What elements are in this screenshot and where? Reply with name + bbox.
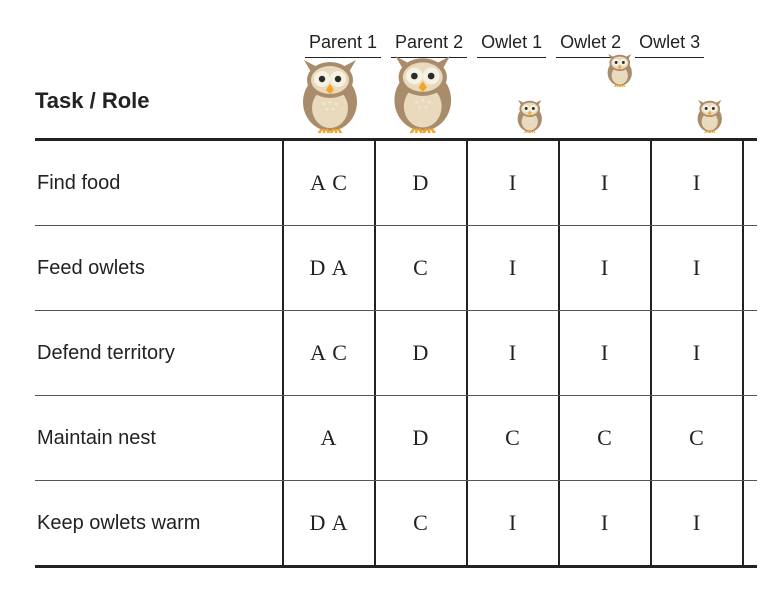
raci-cell: I	[650, 311, 744, 395]
raci-cell: D A	[282, 481, 374, 565]
raci-cell: I	[650, 481, 744, 565]
raci-cell: I	[558, 311, 650, 395]
parent2-owl-icon	[386, 54, 460, 138]
raci-cell: A C	[282, 141, 374, 225]
raci-cell: D	[374, 396, 466, 480]
table-row: Keep owlets warmD ACIII	[35, 481, 757, 565]
col-header-owlet1: Owlet 1	[477, 32, 546, 58]
task-role-heading: Task / Role	[35, 88, 150, 114]
task-label: Keep owlets warm	[35, 481, 282, 565]
col-header-parent1: Parent 1	[305, 32, 381, 58]
raci-cell: I	[558, 481, 650, 565]
table-row: Defend territoryA CDIII	[35, 311, 757, 396]
raci-matrix: Find foodA CDIIIFeed owletsD ACIIIDefend…	[35, 138, 757, 568]
task-label: Defend territory	[35, 311, 282, 395]
raci-cell: D	[374, 311, 466, 395]
raci-cell: C	[374, 226, 466, 310]
raci-cell: A	[282, 396, 374, 480]
table-row: Maintain nestADCCC	[35, 396, 757, 481]
task-label: Find food	[35, 141, 282, 225]
owls-row: Task / Role	[35, 58, 757, 138]
raci-cell: D A	[282, 226, 374, 310]
table-row: Feed owletsD ACIII	[35, 226, 757, 311]
raci-cell: I	[558, 141, 650, 225]
raci-cell: C	[650, 396, 744, 480]
raci-stage: Parent 1 Parent 2 Owlet 1 Owlet 2 Owlet …	[0, 0, 782, 615]
raci-cell: D	[374, 141, 466, 225]
raci-cell: C	[558, 396, 650, 480]
table-row: Find foodA CDIII	[35, 141, 757, 226]
raci-cell: I	[466, 226, 558, 310]
owlet1-owl-icon	[514, 99, 546, 138]
raci-cell: C	[466, 396, 558, 480]
task-label: Feed owlets	[35, 226, 282, 310]
parent1-owl-icon	[295, 58, 365, 138]
owlet3-owl-icon	[694, 99, 726, 138]
raci-cell: I	[650, 141, 744, 225]
raci-cell: I	[466, 481, 558, 565]
column-header-row: Parent 1 Parent 2 Owlet 1 Owlet 2 Owlet …	[305, 30, 757, 58]
raci-cell: I	[558, 226, 650, 310]
owlet2-owl-icon	[604, 53, 636, 92]
task-label: Maintain nest	[35, 396, 282, 480]
raci-cell: I	[466, 141, 558, 225]
raci-cell: I	[466, 311, 558, 395]
raci-cell: A C	[282, 311, 374, 395]
raci-cell: C	[374, 481, 466, 565]
raci-cell: I	[650, 226, 744, 310]
col-header-owlet3: Owlet 3	[635, 32, 704, 58]
